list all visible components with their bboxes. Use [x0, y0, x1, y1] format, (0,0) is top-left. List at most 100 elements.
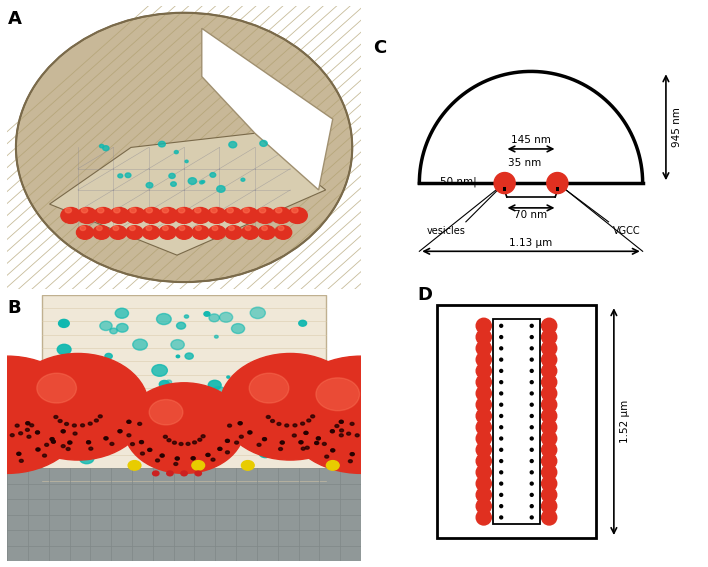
- Circle shape: [122, 438, 127, 442]
- Circle shape: [195, 226, 201, 231]
- Circle shape: [0, 356, 85, 473]
- Text: A: A: [8, 10, 22, 28]
- Bar: [42, 295, 326, 494]
- Circle shape: [96, 366, 103, 371]
- Circle shape: [542, 408, 556, 424]
- Circle shape: [248, 375, 254, 380]
- Circle shape: [530, 358, 533, 361]
- Circle shape: [81, 417, 95, 428]
- Circle shape: [198, 438, 202, 441]
- Circle shape: [219, 312, 233, 322]
- Circle shape: [500, 516, 503, 519]
- Circle shape: [110, 442, 114, 445]
- Circle shape: [339, 420, 343, 424]
- Circle shape: [202, 180, 205, 183]
- Circle shape: [206, 454, 210, 456]
- Circle shape: [223, 208, 243, 223]
- Circle shape: [248, 431, 252, 434]
- Circle shape: [530, 392, 533, 395]
- Circle shape: [79, 453, 94, 464]
- Circle shape: [159, 226, 176, 239]
- Circle shape: [228, 424, 232, 427]
- Circle shape: [283, 356, 439, 473]
- Circle shape: [139, 441, 144, 443]
- Circle shape: [93, 208, 113, 223]
- Text: D: D: [418, 286, 433, 304]
- Circle shape: [185, 393, 198, 403]
- Circle shape: [225, 226, 242, 239]
- Circle shape: [500, 460, 503, 463]
- Circle shape: [373, 459, 377, 462]
- Circle shape: [315, 442, 319, 445]
- Circle shape: [173, 441, 176, 444]
- Circle shape: [62, 445, 65, 447]
- Circle shape: [211, 458, 215, 461]
- Ellipse shape: [16, 12, 353, 282]
- Circle shape: [269, 431, 273, 434]
- Circle shape: [542, 341, 556, 356]
- Circle shape: [255, 208, 275, 223]
- Circle shape: [42, 454, 47, 457]
- Circle shape: [83, 431, 95, 441]
- Circle shape: [542, 363, 556, 378]
- Bar: [503, 188, 506, 191]
- Circle shape: [159, 452, 170, 462]
- Circle shape: [500, 403, 503, 406]
- Circle shape: [406, 440, 409, 443]
- Circle shape: [494, 172, 515, 193]
- Circle shape: [36, 448, 40, 451]
- Circle shape: [542, 329, 556, 345]
- Circle shape: [239, 435, 244, 438]
- Circle shape: [215, 429, 228, 439]
- Circle shape: [347, 432, 350, 435]
- Circle shape: [233, 401, 243, 408]
- Circle shape: [193, 462, 197, 465]
- Circle shape: [530, 448, 533, 451]
- Circle shape: [78, 450, 82, 453]
- Text: 1.13 μm: 1.13 μm: [509, 238, 553, 248]
- Circle shape: [263, 438, 266, 441]
- Circle shape: [108, 416, 121, 425]
- Circle shape: [179, 226, 185, 231]
- Circle shape: [211, 387, 227, 398]
- Circle shape: [500, 482, 503, 485]
- Circle shape: [103, 391, 118, 401]
- Circle shape: [253, 390, 260, 395]
- Circle shape: [17, 452, 21, 455]
- Circle shape: [185, 160, 188, 163]
- Circle shape: [263, 438, 266, 441]
- Circle shape: [500, 414, 503, 417]
- Circle shape: [542, 476, 556, 491]
- Circle shape: [241, 178, 245, 181]
- Circle shape: [476, 465, 491, 480]
- Circle shape: [217, 185, 225, 192]
- Circle shape: [209, 314, 219, 322]
- Circle shape: [73, 367, 78, 370]
- Circle shape: [174, 208, 194, 223]
- Circle shape: [427, 432, 431, 435]
- Circle shape: [54, 416, 58, 418]
- Circle shape: [500, 471, 503, 474]
- Circle shape: [476, 442, 491, 458]
- Circle shape: [280, 371, 291, 380]
- Circle shape: [88, 412, 95, 416]
- Circle shape: [476, 341, 491, 356]
- Circle shape: [350, 422, 354, 425]
- Circle shape: [340, 429, 343, 432]
- Circle shape: [227, 208, 234, 213]
- Circle shape: [166, 380, 171, 384]
- Circle shape: [100, 145, 104, 148]
- Circle shape: [35, 431, 40, 434]
- Circle shape: [88, 422, 92, 425]
- Circle shape: [188, 177, 197, 184]
- Circle shape: [16, 424, 19, 427]
- Circle shape: [166, 417, 179, 426]
- Polygon shape: [50, 133, 326, 255]
- Circle shape: [302, 399, 314, 408]
- Circle shape: [280, 441, 284, 444]
- Circle shape: [98, 415, 102, 418]
- Text: 50 nm|: 50 nm|: [440, 176, 476, 187]
- Circle shape: [146, 183, 153, 188]
- Circle shape: [239, 208, 258, 223]
- Circle shape: [372, 432, 377, 435]
